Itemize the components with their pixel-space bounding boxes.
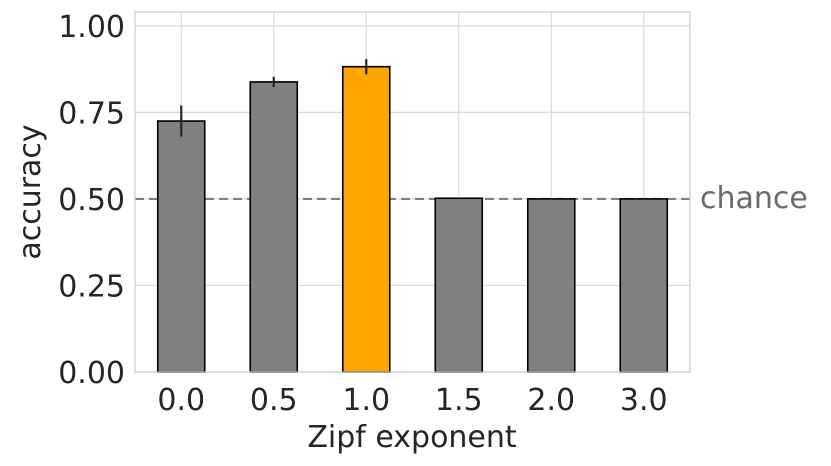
y-tick-label: 1.00 — [58, 10, 125, 45]
error-bars — [180, 59, 645, 200]
x-tick-label: 1.5 — [435, 383, 483, 418]
bar — [619, 198, 669, 373]
bar — [526, 198, 576, 373]
y-tick-label: 0.25 — [58, 269, 125, 304]
x-tick-label: 3.0 — [620, 383, 668, 418]
y-tick-label: 0.50 — [58, 183, 125, 218]
grid — [135, 12, 690, 373]
chance-label: chance — [700, 181, 808, 216]
bar — [434, 197, 484, 373]
y-axis-title: accuracy — [13, 124, 48, 259]
bar — [249, 81, 299, 373]
x-tick-label: 0.5 — [250, 383, 298, 418]
plot-frame — [134, 11, 691, 373]
bar — [156, 120, 206, 373]
bars — [156, 65, 669, 373]
x-axis-title: Zipf exponent — [307, 420, 517, 455]
y-tick-label: 0.00 — [58, 356, 125, 391]
y-ticks: 0.00 0.25 0.50 0.75 1.00 — [58, 10, 125, 391]
x-ticks: 0.0 0.5 1.0 1.5 2.0 3.0 — [157, 383, 667, 418]
x-tick-label: 2.0 — [527, 383, 575, 418]
x-tick-label: 1.0 — [342, 383, 390, 418]
bar-highlighted — [341, 65, 391, 373]
y-tick-label: 0.75 — [58, 96, 125, 131]
x-tick-label: 0.0 — [157, 383, 205, 418]
